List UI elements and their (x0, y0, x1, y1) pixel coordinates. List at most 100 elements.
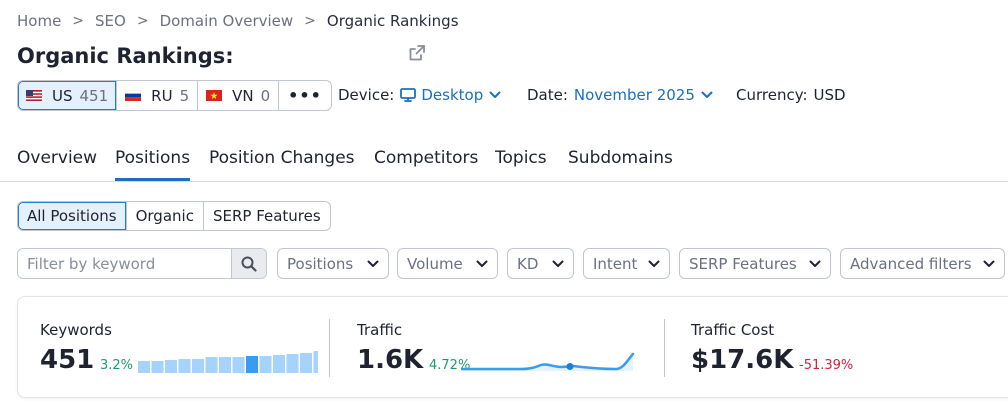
intent-filter[interactable]: Intent (583, 248, 670, 279)
breadcrumb-seo[interactable]: SEO (95, 12, 126, 30)
positions-filter[interactable]: Positions (277, 248, 389, 279)
database-ru[interactable]: RU 5 (117, 81, 199, 110)
advanced-filters[interactable]: Advanced filters (840, 248, 1005, 279)
segment-all-positions[interactable]: All Positions (18, 202, 127, 230)
breadcrumb-domain-overview[interactable]: Domain Overview (159, 12, 294, 30)
traffic-value: 1.6K (357, 345, 424, 375)
chevron-right-icon: > (72, 13, 85, 29)
currency-value: USD (813, 86, 846, 104)
dropdown-label: Volume (407, 254, 463, 273)
keyword-trend-bar (138, 361, 150, 373)
dropdown-label: KD (517, 254, 539, 273)
database-count: 0 (260, 86, 271, 105)
dropdown-label: Intent (593, 254, 638, 273)
keyword-filter (17, 248, 267, 279)
us-flag-icon (26, 90, 42, 101)
device-label: Device: (338, 86, 395, 104)
keyword-trend-bar (192, 359, 204, 373)
database-us[interactable]: US 451 (18, 81, 118, 110)
dropdown-label: Positions (287, 254, 354, 273)
chevron-down-icon (367, 260, 379, 267)
date-label: Date: (527, 86, 568, 104)
vn-flag-icon (206, 90, 223, 101)
title-row: Organic Rankings: (17, 41, 425, 71)
chevron-down-icon (476, 260, 488, 267)
search-icon (241, 256, 257, 272)
database-selector: US 451 RU 5 VN 0 ••• (17, 80, 332, 111)
traffic-cost-delta: -51.39% (799, 358, 854, 373)
traffic-delta: 4.72% (429, 358, 471, 373)
keyword-trend-bar (246, 356, 258, 373)
tab-overview[interactable]: Overview (17, 148, 98, 168)
keyword-trend-bar (219, 357, 231, 373)
chevron-down-icon (983, 260, 995, 267)
keywords-stat[interactable]: Keywords 451 3.2% (40, 297, 330, 397)
device-dropdown[interactable]: Desktop (400, 86, 501, 104)
divider (664, 319, 665, 377)
kd-filter[interactable]: KD (507, 248, 574, 279)
report-tabs: Overview Positions Position Changes Comp… (0, 140, 1008, 182)
database-code: VN (232, 86, 254, 105)
segment-serp-features[interactable]: SERP Features (212, 207, 321, 225)
summary-stats-card: Keywords 451 3.2% Traffic 1.6K 4.72% Tra… (17, 296, 1008, 398)
date-dropdown[interactable]: November 2025 (574, 86, 713, 104)
keywords-value: 451 (40, 345, 95, 375)
tab-position-changes[interactable]: Position Changes (209, 148, 355, 168)
traffic-cost-label: Traffic Cost (691, 321, 775, 339)
keywords-label: Keywords (40, 321, 112, 339)
monitor-icon (400, 88, 417, 102)
tab-competitors[interactable]: Competitors (374, 148, 479, 168)
database-vn[interactable]: VN 0 (198, 81, 280, 110)
traffic-sparkline (461, 352, 635, 371)
device-selector: Device: Desktop (338, 84, 501, 106)
database-code: US (52, 86, 73, 105)
traffic-stat[interactable]: Traffic 1.6K 4.72% (357, 297, 657, 397)
dropdown-label: SERP Features (689, 254, 797, 273)
tab-topics[interactable]: Topics (495, 148, 547, 168)
dropdown-label: Advanced filters (850, 254, 972, 273)
breadcrumb-home[interactable]: Home (17, 12, 62, 30)
database-code: RU (151, 86, 173, 105)
keyword-trend-bar (273, 355, 285, 373)
currency-display: Currency: USD (736, 84, 846, 106)
divider (329, 319, 330, 377)
search-button[interactable] (231, 249, 266, 278)
keyword-trend-bar (313, 351, 318, 373)
segment-organic[interactable]: Organic (127, 202, 204, 230)
traffic-label: Traffic (357, 321, 403, 339)
chevron-down-icon (701, 91, 713, 98)
volume-filter[interactable]: Volume (397, 248, 498, 279)
position-type-segments: All Positions Organic SERP Features (17, 201, 331, 231)
keyword-trend-bar (286, 354, 299, 373)
keywords-sparkline (138, 351, 318, 373)
database-count: 451 (79, 86, 109, 105)
more-databases-button[interactable]: ••• (288, 86, 322, 105)
chevron-down-icon (648, 260, 660, 267)
keyword-filter-input[interactable] (18, 249, 232, 278)
external-link-icon[interactable] (408, 44, 426, 62)
chevron-down-icon (809, 260, 821, 267)
tab-positions[interactable]: Positions (115, 148, 191, 181)
date-value: November 2025 (573, 86, 695, 104)
keyword-trend-bar (300, 353, 312, 373)
keywords-delta: 3.2% (100, 358, 134, 373)
keyword-trend-bar (178, 359, 191, 373)
chevron-right-icon: > (304, 13, 316, 29)
keyword-trend-bar (205, 357, 218, 373)
traffic-cost-value: $17.6K (691, 345, 794, 375)
database-count: 5 (179, 86, 190, 105)
traffic-cost-stat[interactable]: Traffic Cost $17.6K -51.39% (691, 297, 991, 397)
tab-subdomains[interactable]: Subdomains (568, 148, 673, 168)
serp-features-filter[interactable]: SERP Features (679, 248, 831, 279)
chevron-down-icon (489, 91, 501, 98)
currency-label: Currency: (736, 86, 808, 104)
ru-flag-icon (125, 90, 142, 101)
chevron-right-icon: > (136, 13, 149, 29)
keyword-trend-bar (165, 360, 177, 373)
breadcrumb-current: Organic Rankings (326, 12, 459, 30)
keyword-trend-bar (259, 356, 272, 373)
page-title: Organic Rankings: (17, 44, 234, 68)
breadcrumb: Home > SEO > Domain Overview > Organic R… (17, 10, 459, 32)
chevron-down-icon (552, 260, 564, 267)
date-selector: Date: November 2025 (527, 84, 713, 106)
